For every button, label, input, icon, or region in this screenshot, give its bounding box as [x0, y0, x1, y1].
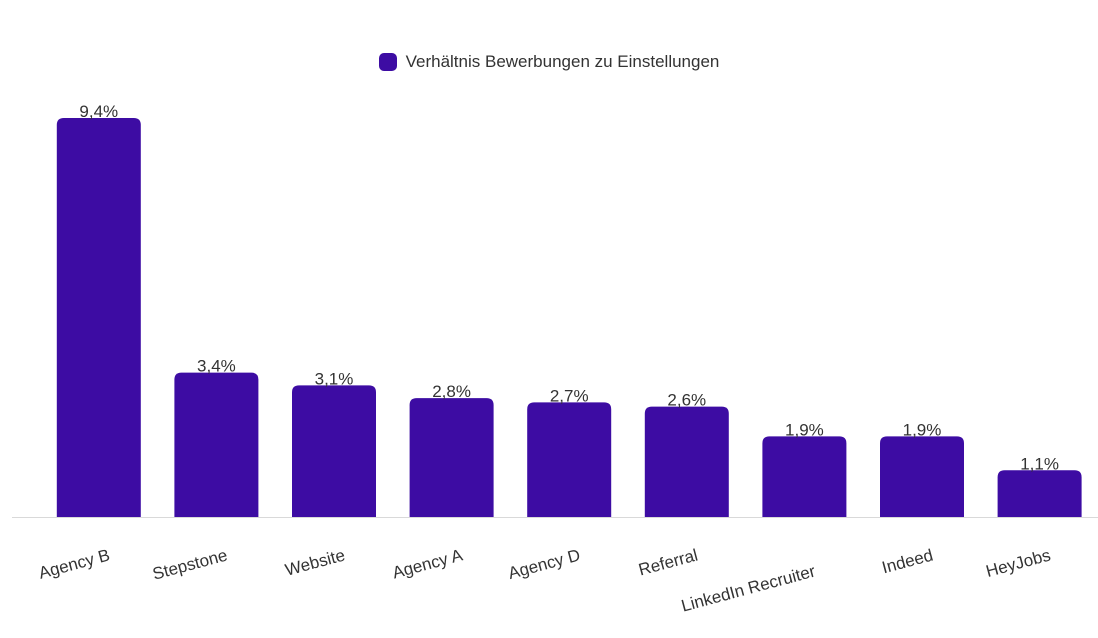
value-label: 1,9% [785, 420, 824, 439]
bar-indeed[interactable] [880, 436, 964, 517]
legend-label: Verhältnis Bewerbungen zu Einstellungen [405, 52, 720, 71]
category-label: LinkedIn Recruiter [679, 561, 818, 615]
category-label: Referral [637, 546, 700, 580]
category-label: Agency B [37, 546, 112, 583]
bar-website[interactable] [292, 385, 376, 517]
category-label: Website [283, 546, 347, 580]
value-labels-group: 9,4% 3,4% 3,1% 2,8% 2,7% 2,6% 1,9% 1,9% 1,1% [79, 102, 1059, 473]
bars-group [56, 118, 1082, 517]
value-label: 2,7% [550, 386, 589, 405]
category-labels-group: Agency B Stepstone Website Agency A Agency D… [37, 545, 1053, 615]
value-label: 3,4% [197, 357, 236, 376]
category-label: Agency D [506, 546, 582, 583]
category-label: Indeed [880, 546, 935, 578]
bar-referral[interactable] [644, 406, 729, 517]
bar-linkedin-recruiter[interactable] [762, 436, 847, 517]
value-label: 2,6% [667, 391, 706, 410]
bar-agency-b[interactable] [56, 118, 141, 517]
value-label: 2,8% [432, 382, 471, 401]
legend-swatch[interactable] [378, 53, 397, 71]
value-label: 3,1% [315, 369, 354, 388]
value-label: 1,9% [903, 420, 942, 439]
bar-stepstone[interactable] [174, 372, 259, 517]
legend: Verhältnis Bewerbungen zu Einstellungen [0, 52, 1098, 72]
bar-agency-a[interactable] [409, 398, 494, 517]
category-label: Stepstone [151, 546, 230, 584]
category-label: Agency A [390, 545, 465, 582]
value-label: 1,1% [1020, 454, 1059, 473]
bar-heyjobs[interactable] [997, 470, 1082, 517]
bar-agency-d[interactable] [527, 402, 612, 517]
value-label: 9,4% [79, 102, 118, 121]
category-label: HeyJobs [984, 546, 1053, 581]
